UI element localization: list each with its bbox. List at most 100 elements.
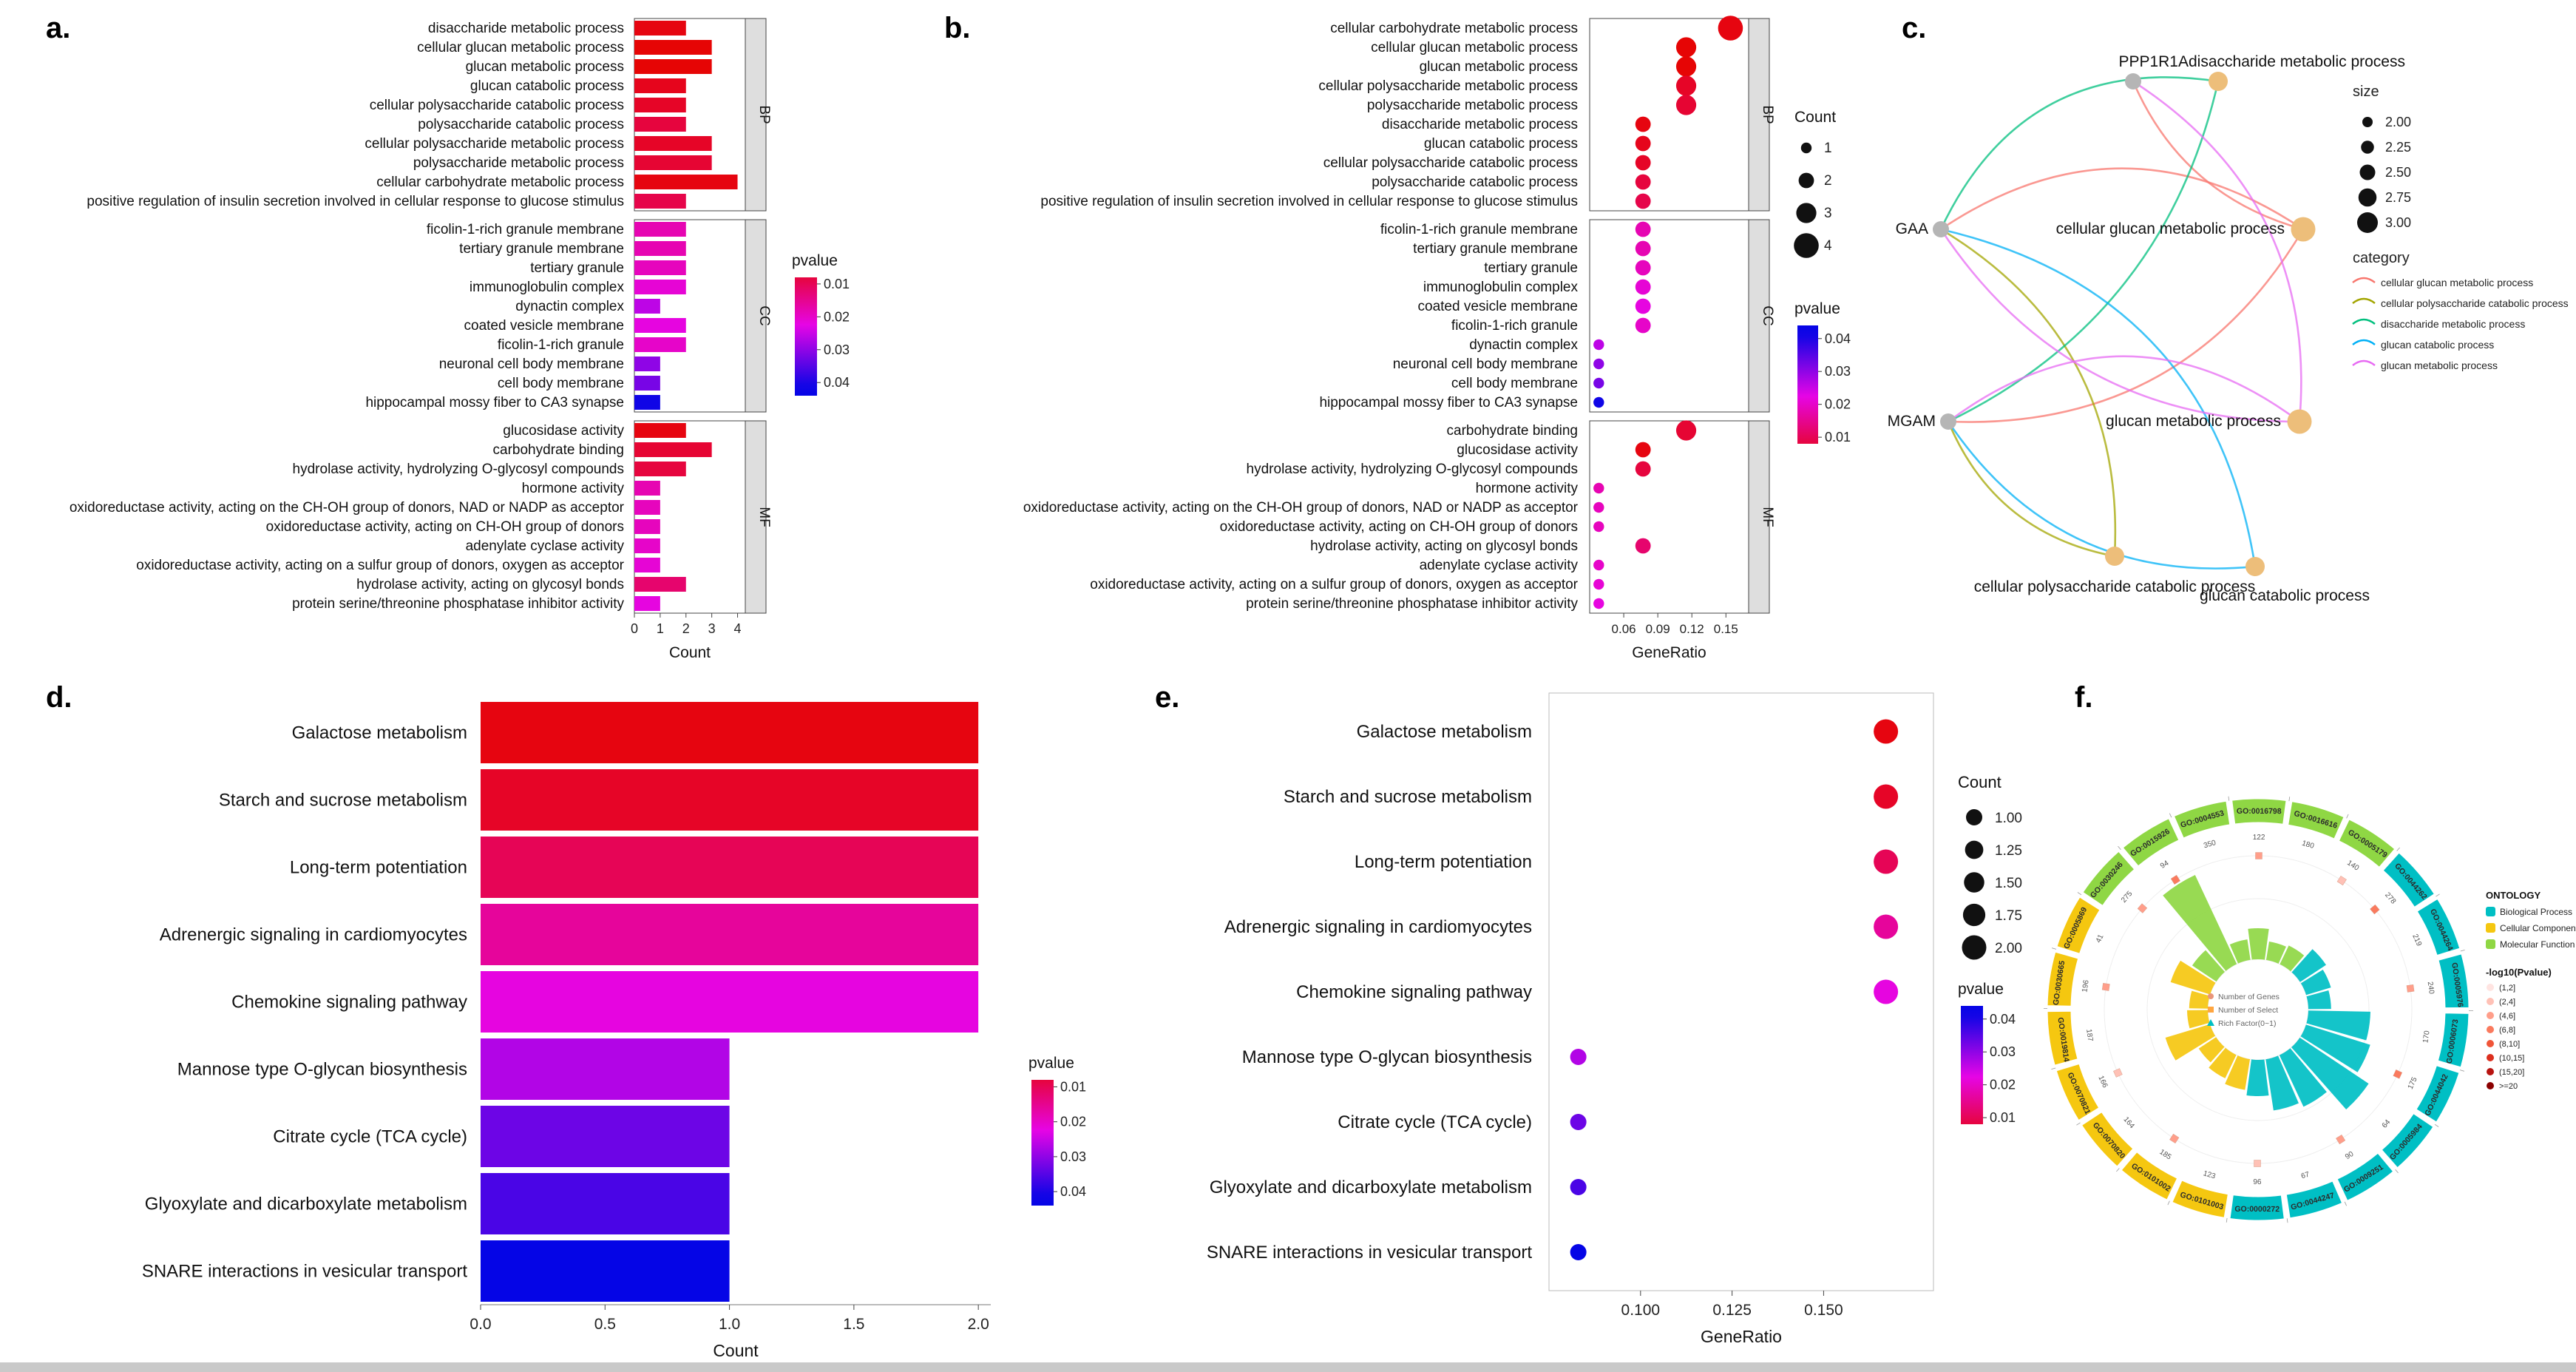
ontology-ring-segment: [2416, 1065, 2460, 1123]
rich-factor-wedge: [2265, 1055, 2299, 1111]
dot: [1570, 1049, 1587, 1065]
panel-f: f. GO:0030246 275 GO:0015926 94 GO:0004553 35…: [2044, 677, 2576, 1357]
gene-count-label: 122: [2253, 834, 2265, 842]
term-label: protein serine/threonine phosphatase inh…: [292, 596, 624, 612]
ontology-ring-segment: [2336, 1152, 2394, 1201]
dot: [1635, 174, 1651, 190]
ontology-legend-label: Molecular Function: [2500, 939, 2575, 950]
bar: [634, 117, 686, 132]
ontology-ring-segment: [2121, 1152, 2178, 1200]
rich-factor-wedge: [2306, 1010, 2370, 1041]
term-label: cellular polysaccharide catabolic proces…: [1323, 155, 1578, 171]
facet-strip-label: MF: [756, 507, 772, 527]
bar: [481, 904, 979, 965]
count-legend-label: 1.50: [1995, 876, 2022, 891]
rich-factor-wedge: [2229, 939, 2251, 964]
size-legend-label: 2.75: [2385, 190, 2411, 205]
term-label: coated vesicle membrane: [464, 318, 625, 334]
term-node: [2209, 72, 2228, 91]
center-legend-marker: [2208, 993, 2214, 999]
bar: [634, 423, 686, 438]
term-label: dynactin complex: [1469, 337, 1578, 353]
pvalue-legend-label: (4,6]: [2499, 1012, 2515, 1021]
panel-c: c. PPP1R1A disaccharide metabolic process…: [1871, 7, 2576, 669]
panel-d: d. Galactose metabolism Starch and sucros…: [15, 677, 1124, 1357]
term-label: oxidoreductase activity, acting on a sul…: [136, 558, 624, 573]
term-label: polysaccharide metabolic process: [1367, 98, 1578, 113]
ontology-ring-segment: [2081, 1112, 2134, 1167]
panel-d-letter: d.: [46, 681, 72, 714]
rich-factor-wedge: [2248, 928, 2269, 960]
x-axis-title: GeneRatio: [1632, 644, 1706, 661]
center-legend-marker: [2207, 1019, 2214, 1026]
legend-tick-label: 0.02: [1825, 397, 1851, 412]
gene-count-label: 41: [2095, 933, 2106, 944]
bar: [634, 395, 660, 410]
gene-count-label: 196: [2081, 979, 2090, 993]
axis-tick-label: 0.100: [1621, 1302, 1661, 1319]
gene-count-label: 275: [2120, 890, 2135, 905]
pvalue-legend-bar: [1961, 1006, 1983, 1124]
bar: [634, 462, 686, 476]
term-label: glucan metabolic process: [1420, 59, 1578, 75]
size-legend-dot: [2358, 188, 2377, 207]
term-label: ficolin-1-rich granule membrane: [427, 222, 624, 237]
legend-tick-label: 0.02: [1060, 1115, 1086, 1129]
term-node-label: glucan catabolic process: [2200, 587, 2370, 604]
dot: [1593, 578, 1604, 590]
go-dot-chart: cellular carbohydrate metabolic process c…: [1023, 16, 1851, 661]
legend-tick-label: 0.02: [1990, 1078, 2016, 1092]
category-legend-label: glucan metabolic process: [2381, 359, 2498, 371]
network-edge: [1948, 81, 2220, 423]
ontology-ring-segment: [2172, 1180, 2228, 1218]
category-legend-label: disaccharide metabolic process: [2381, 318, 2525, 330]
bar: [634, 337, 686, 352]
dot: [1874, 784, 1899, 809]
gene-count-label: 185: [2158, 1148, 2172, 1162]
count-legend-label: 2: [1824, 173, 1832, 189]
term-label: hormone activity: [1476, 481, 1579, 496]
ring-tick: [2226, 1217, 2228, 1223]
term-label: neuronal cell body membrane: [1393, 356, 1578, 372]
legend-title: pvalue: [1794, 300, 1840, 317]
ring-tick: [2077, 892, 2082, 896]
term-label: adenylate cyclase activity: [1420, 558, 1579, 573]
axis-tick-label: 0.5: [594, 1316, 616, 1333]
count-legend-dot: [1966, 809, 1982, 825]
gene-label: GAA: [1896, 220, 1928, 237]
term-label: coated vesicle membrane: [1418, 299, 1579, 314]
count-legend-dot: [1962, 935, 1987, 960]
term-label: tertiary granule membrane: [1413, 241, 1578, 257]
pvalue-legend-swatch: [2487, 984, 2494, 991]
bar: [634, 558, 660, 572]
select-square: [2101, 983, 2110, 991]
pvalue-legend-label: (10,15]: [2499, 1054, 2524, 1063]
network-edge: [2132, 80, 2302, 422]
bar: [634, 59, 712, 74]
ring-tick: [2344, 1201, 2347, 1206]
gene-count-label: 175: [2407, 1075, 2419, 1090]
dot: [1675, 95, 1697, 115]
legend-tick-label: 0.04: [1990, 1012, 2016, 1027]
size-legend-label: 2.25: [2385, 140, 2411, 155]
ontology-ring-segment: [2173, 800, 2231, 839]
pvalue-legend-bar: [795, 277, 817, 396]
panel-a: a. disaccharide metabolic process cellula…: [15, 7, 909, 669]
ontology-ring-segment: [2231, 798, 2287, 825]
term-label: hydrolase activity, hydrolyzing O-glycos…: [1247, 462, 1578, 477]
gene-count-label: 140: [2345, 859, 2360, 873]
bar: [634, 40, 712, 55]
pvalue-legend-swatch: [2487, 1068, 2494, 1075]
dot: [1635, 260, 1651, 276]
bar: [634, 194, 686, 209]
facet-strip: [745, 219, 767, 413]
gene-count-label: 180: [2301, 839, 2316, 851]
pvalue-legend-bar: [1797, 325, 1818, 444]
network-edge: [1948, 229, 2305, 423]
dot: [1675, 75, 1697, 96]
term-label: glucan catabolic process: [470, 78, 624, 94]
rich-factor-wedge: [2291, 1037, 2369, 1109]
bar: [481, 769, 979, 831]
ontology-ring-segment: [2047, 1010, 2078, 1066]
term-label: disaccharide metabolic process: [1382, 117, 1578, 132]
